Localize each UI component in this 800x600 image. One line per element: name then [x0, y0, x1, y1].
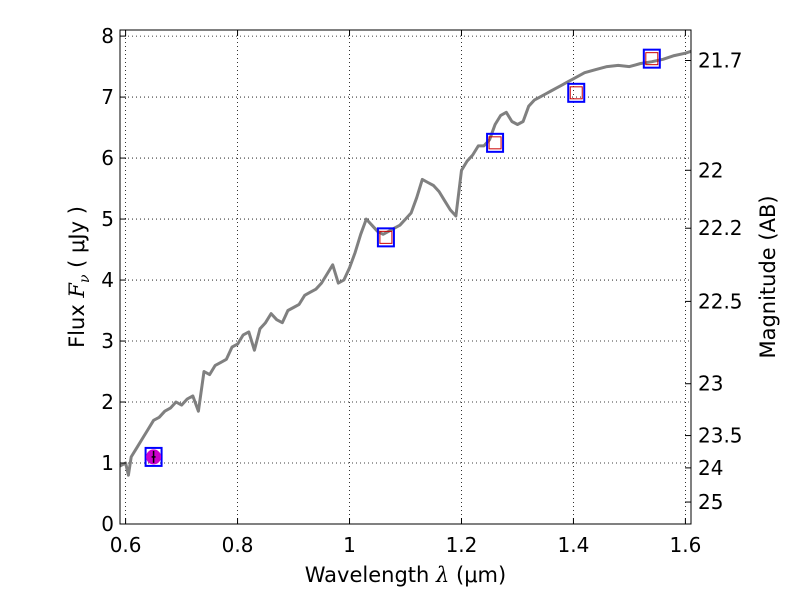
y-tick-label: 4 [101, 268, 114, 292]
photometry-marker [486, 132, 505, 153]
y-tick-label: 7 [101, 85, 114, 109]
x-tick-label: 0.8 [222, 533, 254, 557]
axis-ticks: 0.6 0.8 1 1.2 1.4 1.601234567821.72222.222.52… [101, 24, 742, 557]
x-tick-label: 1.4 [558, 533, 590, 557]
y-tick-label: 8 [101, 24, 114, 48]
plot-series [119, 48, 692, 477]
model-photometry-marker [645, 52, 659, 66]
y-tick-label: 1 [101, 451, 114, 475]
y-tick-label: 0 [101, 512, 114, 536]
y2-tick-label: 25 [698, 490, 723, 514]
y2-tick-label: 23.5 [698, 424, 743, 448]
y-tick-label: 5 [101, 207, 114, 231]
x-tick-label: 0.6 [110, 533, 142, 557]
photometry-marker [144, 446, 163, 467]
model-photometry-marker [379, 230, 393, 244]
x-axis-title: Wavelength λ (μm) [305, 563, 506, 587]
x-tick-label: 1.2 [446, 533, 478, 557]
photometry-marker [376, 227, 395, 248]
y2-tick-label: 24 [698, 456, 723, 480]
y2-axis-title: Magnitude (AB) [756, 195, 780, 358]
x-tick-label: 1.6 [669, 533, 701, 557]
y2-tick-label: 23 [698, 372, 723, 396]
y-axis-title: Flux Fν ( μJy ) [65, 206, 93, 348]
y-tick-label: 2 [101, 390, 114, 414]
x-tick-label: 1 [343, 533, 356, 557]
y-tick-label: 3 [101, 329, 114, 353]
y2-tick-label: 22.2 [698, 216, 743, 240]
model-spectrum-line [119, 49, 692, 477]
y2-tick-label: 22.5 [698, 289, 743, 313]
model-photometry-marker [569, 86, 583, 100]
y2-tick-label: 22 [698, 158, 723, 182]
y2-tick-label: 21.7 [698, 48, 743, 72]
model-photometry-marker [488, 136, 502, 150]
y-tick-label: 6 [101, 146, 114, 170]
photometry-marker [567, 82, 586, 103]
plot-frame [119, 29, 692, 525]
photometry-marker [642, 48, 661, 69]
